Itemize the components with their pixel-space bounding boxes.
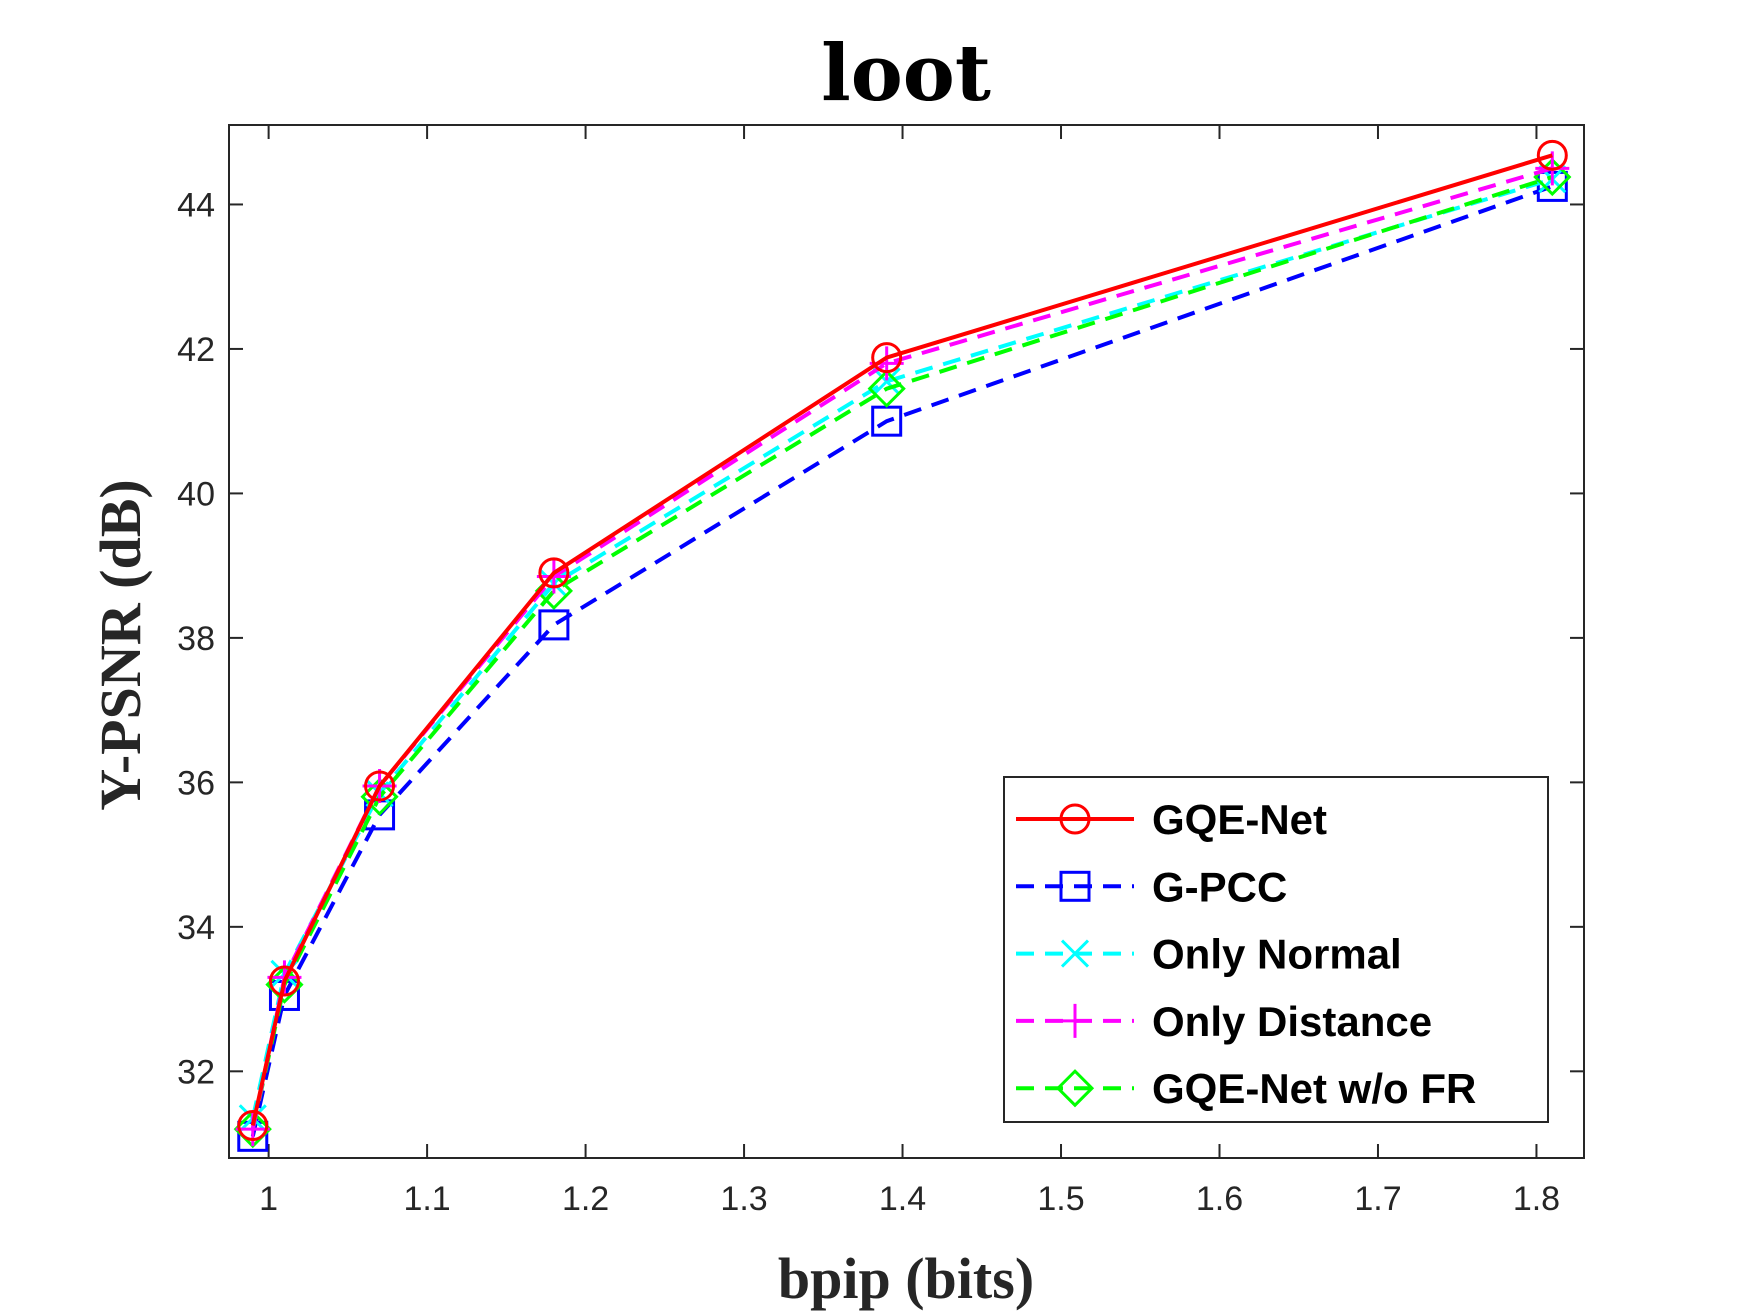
legend-item: Only Distance [1016,998,1432,1045]
x-tick-label: 1 [259,1180,278,1218]
data-point [360,777,399,816]
data-point [364,770,396,802]
data-point [871,342,903,374]
x-tick-label: 1.8 [1513,1180,1560,1218]
legend-label: GQE-Net w/o FR [1152,1065,1476,1112]
legend-item: G-PCC [1016,863,1287,910]
legend-item: GQE-Net w/o FR [1016,1065,1476,1112]
y-tick-label: 40 [177,475,215,513]
x-tick-label: 1.2 [562,1180,609,1218]
legend-marker [1058,1003,1092,1038]
legend-marker [1059,870,1091,902]
data-point [872,367,901,396]
y-tick-label: 34 [177,909,215,947]
legend-item: GQE-Net [1016,796,1327,843]
x-tick-label: 1.5 [1037,1180,1084,1218]
y-tick-label: 44 [177,186,215,224]
legend-label: Only Distance [1152,998,1432,1045]
data-point [237,1109,269,1141]
legend: GQE-Net G-PCC Only Normal Only Distance GQE-… [1003,776,1549,1123]
legend-marker [1055,1069,1095,1108]
y-tick-label: 32 [177,1053,215,1091]
series-layer [233,139,1572,1152]
legend-label: GQE-Net [1152,796,1327,843]
data-point [1536,139,1568,171]
legend-label: G-PCC [1152,863,1287,910]
data-point [538,557,570,589]
series-gqe-net [237,139,1568,1141]
data-point [867,369,906,408]
x-tick-label: 1.3 [720,1180,767,1218]
x-tick-label: 1.4 [879,1180,926,1218]
legend-marker [1059,803,1091,835]
y-tick-label: 38 [177,620,215,658]
series-line [250,184,1553,1137]
x-tick-label: 1.6 [1196,1180,1243,1218]
legend-marker [1060,939,1090,968]
legend-label: Only Normal [1152,931,1402,978]
y-tick-label: 36 [177,764,215,802]
axes: 1 1.1 1.2 1.3 1.4 1.5 1.6 1.7 1.8 32 34 36 38 40 42 44 [177,124,1585,1218]
chart-title: loot [821,28,991,119]
x-axis-label: bpip (bits) [778,1246,1034,1311]
y-tick-label: 42 [177,331,215,369]
y-axis-label: Y-PSNR (dB) [88,479,153,810]
x-tick-label: 1.7 [1354,1180,1401,1218]
data-point [538,609,570,641]
x-tick-label: 1.1 [403,1180,450,1218]
series-line [250,153,1553,1126]
data-point [265,965,304,1004]
data-point [268,965,300,997]
legend-box [1003,776,1549,1123]
legend-item: Only Normal [1016,931,1402,978]
